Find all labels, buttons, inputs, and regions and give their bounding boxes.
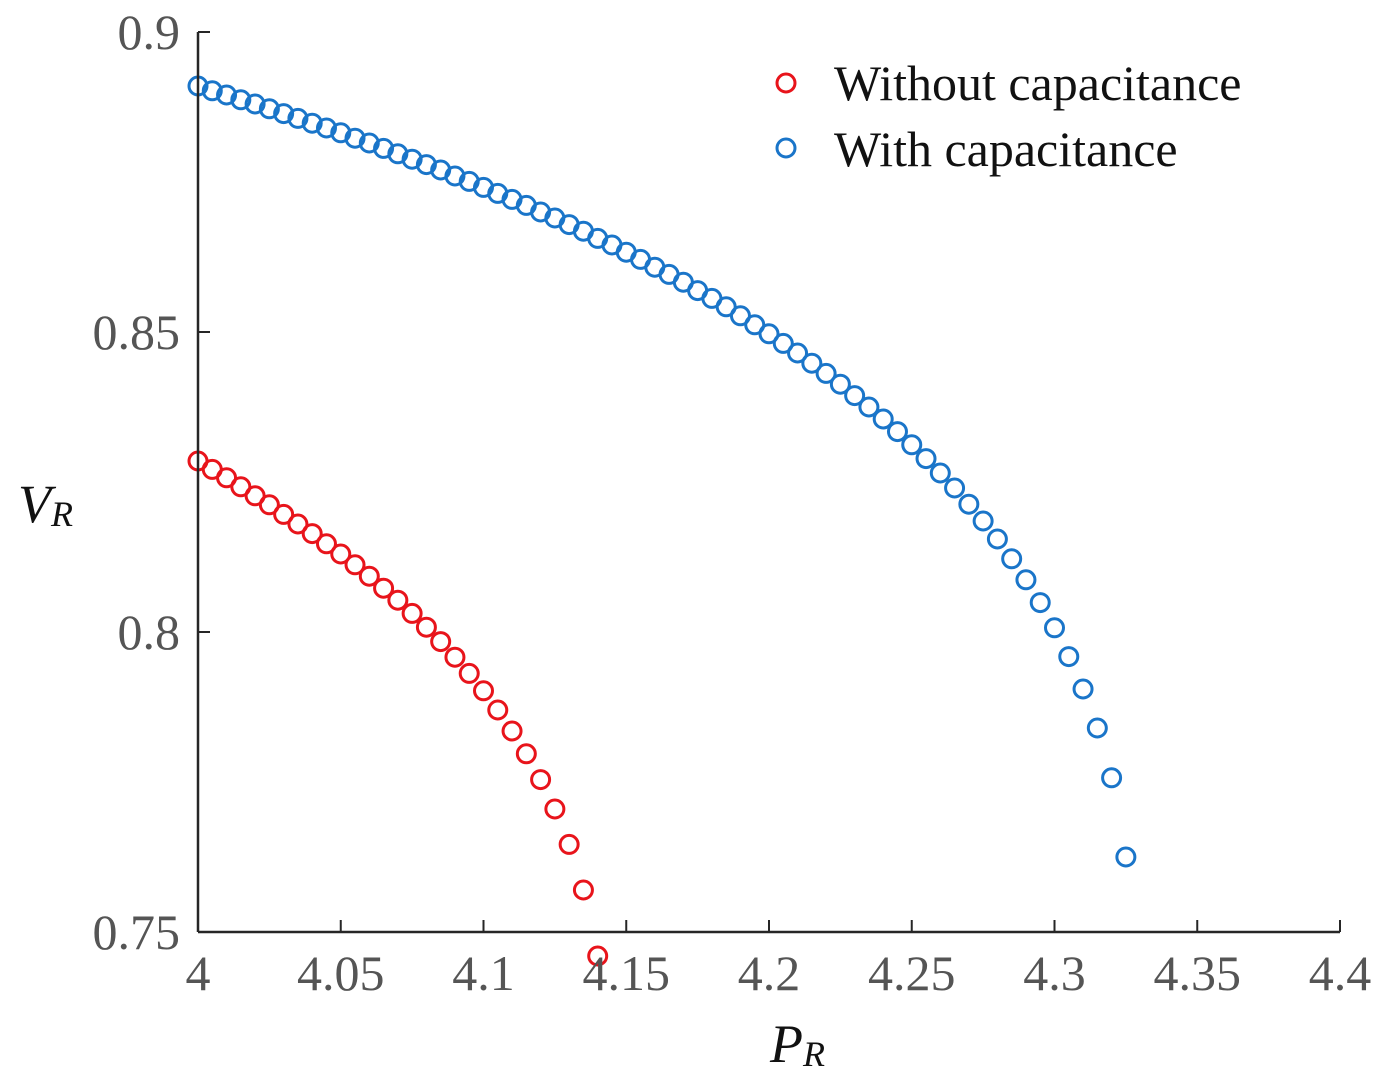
data-point	[301, 523, 323, 545]
data-point	[944, 477, 966, 499]
x-axis-label: PR	[769, 1014, 825, 1074]
data-point	[315, 533, 337, 555]
data-point	[473, 680, 494, 702]
data-point	[201, 80, 223, 102]
data-point	[230, 89, 252, 111]
data-point	[273, 503, 295, 525]
data-point	[1101, 767, 1123, 789]
data-point	[901, 434, 923, 456]
data-point	[415, 616, 437, 638]
data-point	[815, 362, 837, 384]
data-point	[330, 543, 352, 565]
legend-label-with-capacitance: With capacitance	[834, 121, 1178, 177]
data-point	[444, 646, 466, 668]
data-point	[787, 342, 809, 364]
legend-label-without-capacitance: Without capacitance	[834, 55, 1242, 111]
data-point	[244, 93, 266, 115]
data-point	[958, 493, 980, 515]
x-tick-label: 4.3	[1023, 945, 1086, 1001]
data-point	[216, 84, 238, 106]
data-point	[387, 589, 409, 611]
data-point	[587, 945, 609, 967]
data-point	[258, 98, 280, 120]
x-tick-label: 4.35	[1154, 945, 1242, 1001]
data-point	[258, 494, 280, 516]
legend-marker-without-capacitance	[775, 72, 797, 94]
x-tick-label: 4.4	[1309, 945, 1372, 1001]
data-point	[772, 332, 794, 354]
y-tick-label: 0.8	[118, 604, 181, 660]
data-point	[558, 833, 580, 855]
data-point	[972, 510, 994, 532]
data-point	[1058, 646, 1080, 668]
data-point	[287, 107, 309, 129]
series-1	[187, 75, 1137, 868]
data-point	[458, 662, 480, 684]
data-point	[515, 743, 537, 765]
data-point	[886, 421, 908, 443]
x-ticks: 4 4.05 4.1 4.15 4.2 4.25 4.3 4.35 4.4	[186, 920, 1372, 1001]
data-point	[572, 879, 594, 901]
data-point	[1086, 717, 1108, 739]
data-point	[530, 769, 552, 791]
y-tick-label: 0.85	[93, 304, 181, 360]
data-point	[829, 373, 851, 395]
x-tick-label: 4	[186, 945, 211, 1001]
data-point	[315, 117, 337, 139]
y-axis-label: VR	[18, 474, 73, 534]
points-layer	[187, 75, 1137, 967]
data-point	[401, 602, 423, 624]
data-point	[544, 798, 566, 820]
data-point	[487, 699, 509, 721]
data-point	[986, 528, 1008, 550]
x-tick-label: 4.1	[452, 945, 515, 1001]
data-point	[858, 396, 880, 418]
series-0	[187, 450, 609, 967]
data-point	[373, 577, 395, 599]
x-tick-label: 4.2	[738, 945, 801, 1001]
data-point	[929, 462, 951, 484]
x-tick-label: 4.05	[297, 945, 385, 1001]
data-point	[1015, 569, 1037, 591]
x-tick-label: 4.25	[868, 945, 956, 1001]
data-point	[301, 112, 323, 134]
data-point	[844, 385, 866, 407]
data-point	[872, 408, 894, 430]
data-point	[287, 513, 309, 535]
data-point	[1029, 592, 1051, 614]
data-point	[801, 352, 823, 374]
data-point	[1072, 678, 1094, 700]
y-ticks: 0.75 0.8 0.85 0.9	[93, 4, 210, 960]
legend: Without capacitance With capacitance	[775, 55, 1242, 177]
data-point	[358, 565, 380, 587]
data-point	[1044, 617, 1065, 639]
data-point	[501, 720, 523, 742]
x-tick-label: 4.15	[583, 945, 671, 1001]
legend-marker-with-capacitance	[775, 137, 797, 159]
y-tick-label: 0.9	[118, 4, 181, 60]
data-point	[273, 103, 295, 125]
y-tick-label: 0.75	[93, 904, 181, 960]
data-point	[915, 448, 937, 470]
data-point	[758, 323, 780, 345]
data-point	[344, 127, 366, 149]
data-point	[344, 554, 366, 576]
data-point	[1115, 846, 1137, 868]
data-point	[430, 631, 452, 653]
data-point	[1001, 548, 1023, 570]
